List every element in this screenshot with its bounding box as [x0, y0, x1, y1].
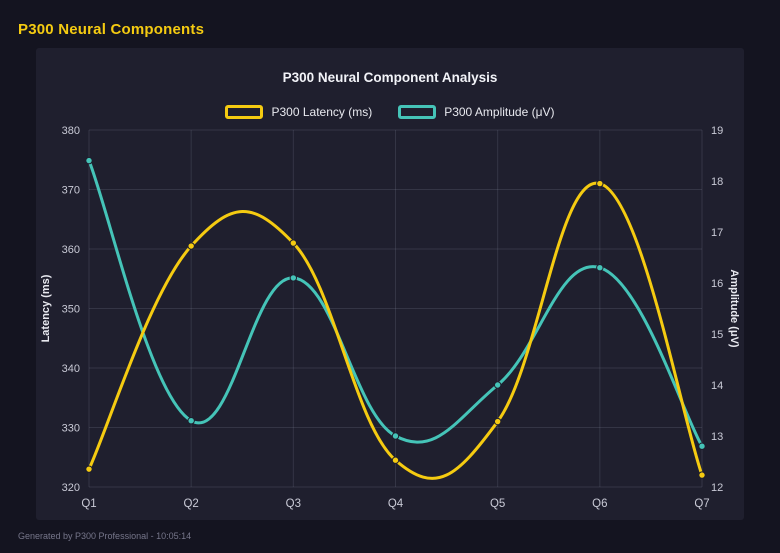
legend-swatch: [398, 105, 437, 119]
x-tick-label: Q2: [183, 498, 198, 510]
data-point: [493, 417, 502, 426]
chart-legend: P300 Latency (ms) P300 Amplitude (μV): [36, 105, 744, 119]
data-point: [493, 381, 502, 389]
data-point: [698, 471, 706, 479]
left-tick-label: 380: [62, 125, 80, 137]
x-tick-label: Q7: [694, 498, 709, 510]
data-point: [289, 239, 298, 247]
data-point: [391, 456, 400, 464]
legend-item[interactable]: P300 Latency (ms): [225, 105, 372, 119]
right-tick-label: 15: [711, 329, 723, 341]
right-tick-label: 12: [711, 482, 723, 494]
data-point: [85, 465, 93, 473]
legend-label: P300 Amplitude (μV): [444, 105, 555, 119]
page-title: P300 Neural Components: [18, 21, 205, 38]
right-tick-label: 17: [711, 227, 723, 239]
left-tick-label: 360: [62, 244, 80, 256]
x-tick-label: Q5: [490, 498, 505, 510]
data-point: [698, 442, 706, 450]
footer-status: Generated by P300 Professional - 10:05:1…: [18, 531, 192, 541]
right-tick-label: 14: [711, 380, 723, 392]
x-tick-label: Q1: [81, 498, 96, 510]
legend-item[interactable]: P300 Amplitude (μV): [398, 105, 555, 119]
chart-card: Q1 Q2 Q3 Q4 Q5 Q6 Q7 320 330 340 350 360 370 380 12 13 1…: [36, 48, 744, 520]
x-tick-label: Q4: [388, 498, 404, 510]
data-point: [596, 179, 604, 188]
data-point: [596, 264, 604, 272]
data-point: [289, 274, 298, 282]
right-tick-label: 16: [711, 278, 723, 290]
x-tick-label: Q6: [592, 498, 607, 510]
right-axis-title: Amplitude (μV): [728, 269, 740, 348]
left-tick-label: 350: [62, 304, 80, 316]
data-point: [187, 242, 195, 250]
legend-label: P300 Latency (ms): [271, 105, 373, 119]
chart-title: P300 Neural Component Analysis: [282, 70, 498, 85]
data-point: [391, 432, 400, 440]
right-tick-label: 13: [711, 431, 723, 443]
left-axis-title: Latency (ms): [40, 274, 52, 342]
x-tick-label: Q3: [286, 498, 301, 510]
left-tick-label: 320: [62, 482, 80, 494]
left-tick-label: 370: [62, 185, 80, 197]
legend-swatch: [225, 105, 264, 119]
data-point: [187, 417, 195, 425]
data-point: [85, 156, 93, 165]
left-tick-label: 330: [62, 423, 80, 435]
right-tick-label: 18: [711, 176, 723, 188]
right-tick-label: 19: [711, 125, 723, 137]
chart-plot[interactable]: Q1 Q2 Q3 Q4 Q5 Q6 Q7 320 330 340 350 360 370 380 12 13 1…: [36, 48, 744, 520]
left-tick-label: 340: [62, 363, 80, 375]
